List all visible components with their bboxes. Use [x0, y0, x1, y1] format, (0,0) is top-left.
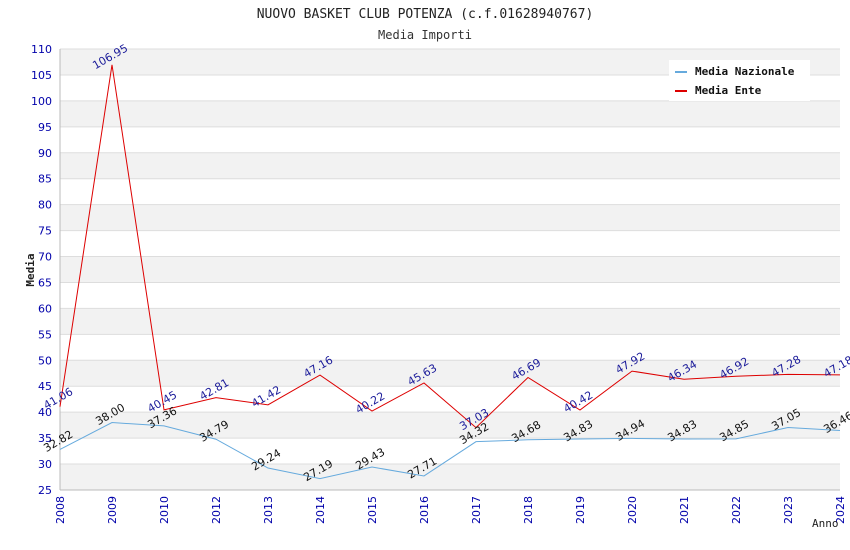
y-tick-label: 35	[38, 432, 52, 445]
y-tick-label: 80	[38, 199, 52, 212]
y-tick-label: 75	[38, 225, 52, 238]
series-group	[59, 64, 841, 480]
legend: Media Nazionale Media Ente	[669, 60, 810, 101]
y-tick-label: 90	[38, 147, 52, 160]
y-tick-label: 50	[38, 354, 52, 367]
series-line-media-nazionale	[59, 422, 841, 480]
y-tick-label: 40	[38, 406, 52, 419]
data-label: 41.42	[249, 383, 283, 410]
grid-lines	[60, 48, 840, 491]
x-tick-label: 2013	[262, 496, 275, 524]
series-line-media-ente	[59, 64, 841, 429]
x-tick-label: 2014	[314, 496, 327, 524]
grid-band	[60, 204, 840, 231]
x-tick-label: 2023	[782, 496, 795, 524]
y-tick-label: 30	[38, 458, 52, 471]
grid-band	[60, 360, 840, 387]
x-tick-label: 2009	[106, 496, 119, 524]
data-label: 40.42	[561, 388, 595, 415]
x-tick-label: 2012	[210, 496, 223, 524]
grid-band	[60, 464, 840, 490]
x-tick-label: 2017	[470, 496, 483, 524]
chart-title: NUOVO BASKET CLUB POTENZA (c.f.016289407…	[257, 7, 594, 22]
y-tick-label: 25	[38, 484, 52, 497]
grid-band	[60, 100, 840, 127]
legend-label-media-ente: Media Ente	[695, 84, 762, 97]
x-tick-labels: 2008 2009 2010 2012 2013 2014 2015 2016 2017 2018…	[54, 496, 847, 524]
grid-band	[60, 412, 840, 439]
x-tick-label: 2018	[522, 496, 535, 524]
y-tick-label: 105	[31, 69, 52, 82]
grid-band	[60, 308, 840, 335]
grid-bands	[60, 49, 840, 490]
y-tick-label: 100	[31, 95, 52, 108]
x-tick-label: 2016	[418, 496, 431, 524]
x-axis-label: Anno	[812, 517, 839, 530]
y-tick-label: 70	[38, 251, 52, 264]
chart-subtitle: Media Importi	[378, 28, 472, 42]
y-tick-label: 85	[38, 173, 52, 186]
x-tick-label: 2021	[678, 496, 691, 524]
grid-band	[60, 256, 840, 283]
legend-box	[669, 60, 810, 101]
x-tick-label: 2024	[834, 496, 847, 524]
x-tick-label: 2010	[158, 496, 171, 524]
y-tick-label: 65	[38, 276, 52, 289]
legend-label-media-nazionale: Media Nazionale	[695, 65, 795, 78]
y-tick-label: 60	[38, 302, 52, 315]
y-tick-label: 55	[38, 328, 52, 341]
x-tick-label: 2019	[574, 496, 587, 524]
y-tick-label: 110	[31, 43, 52, 56]
y-axis-label: Media	[24, 253, 37, 286]
x-tick-label: 2008	[54, 496, 67, 524]
grid-band	[60, 152, 840, 179]
y-tick-labels: 25 30 35 40 45 50 55 60 65 70 75 80 85 90 95 100 105 110	[31, 43, 52, 497]
y-tick-label: 95	[38, 121, 52, 134]
x-tick-label: 2020	[626, 496, 639, 524]
x-tick-label: 2022	[730, 496, 743, 524]
y-tick-label: 45	[38, 380, 52, 393]
x-tick-label: 2015	[366, 496, 379, 524]
